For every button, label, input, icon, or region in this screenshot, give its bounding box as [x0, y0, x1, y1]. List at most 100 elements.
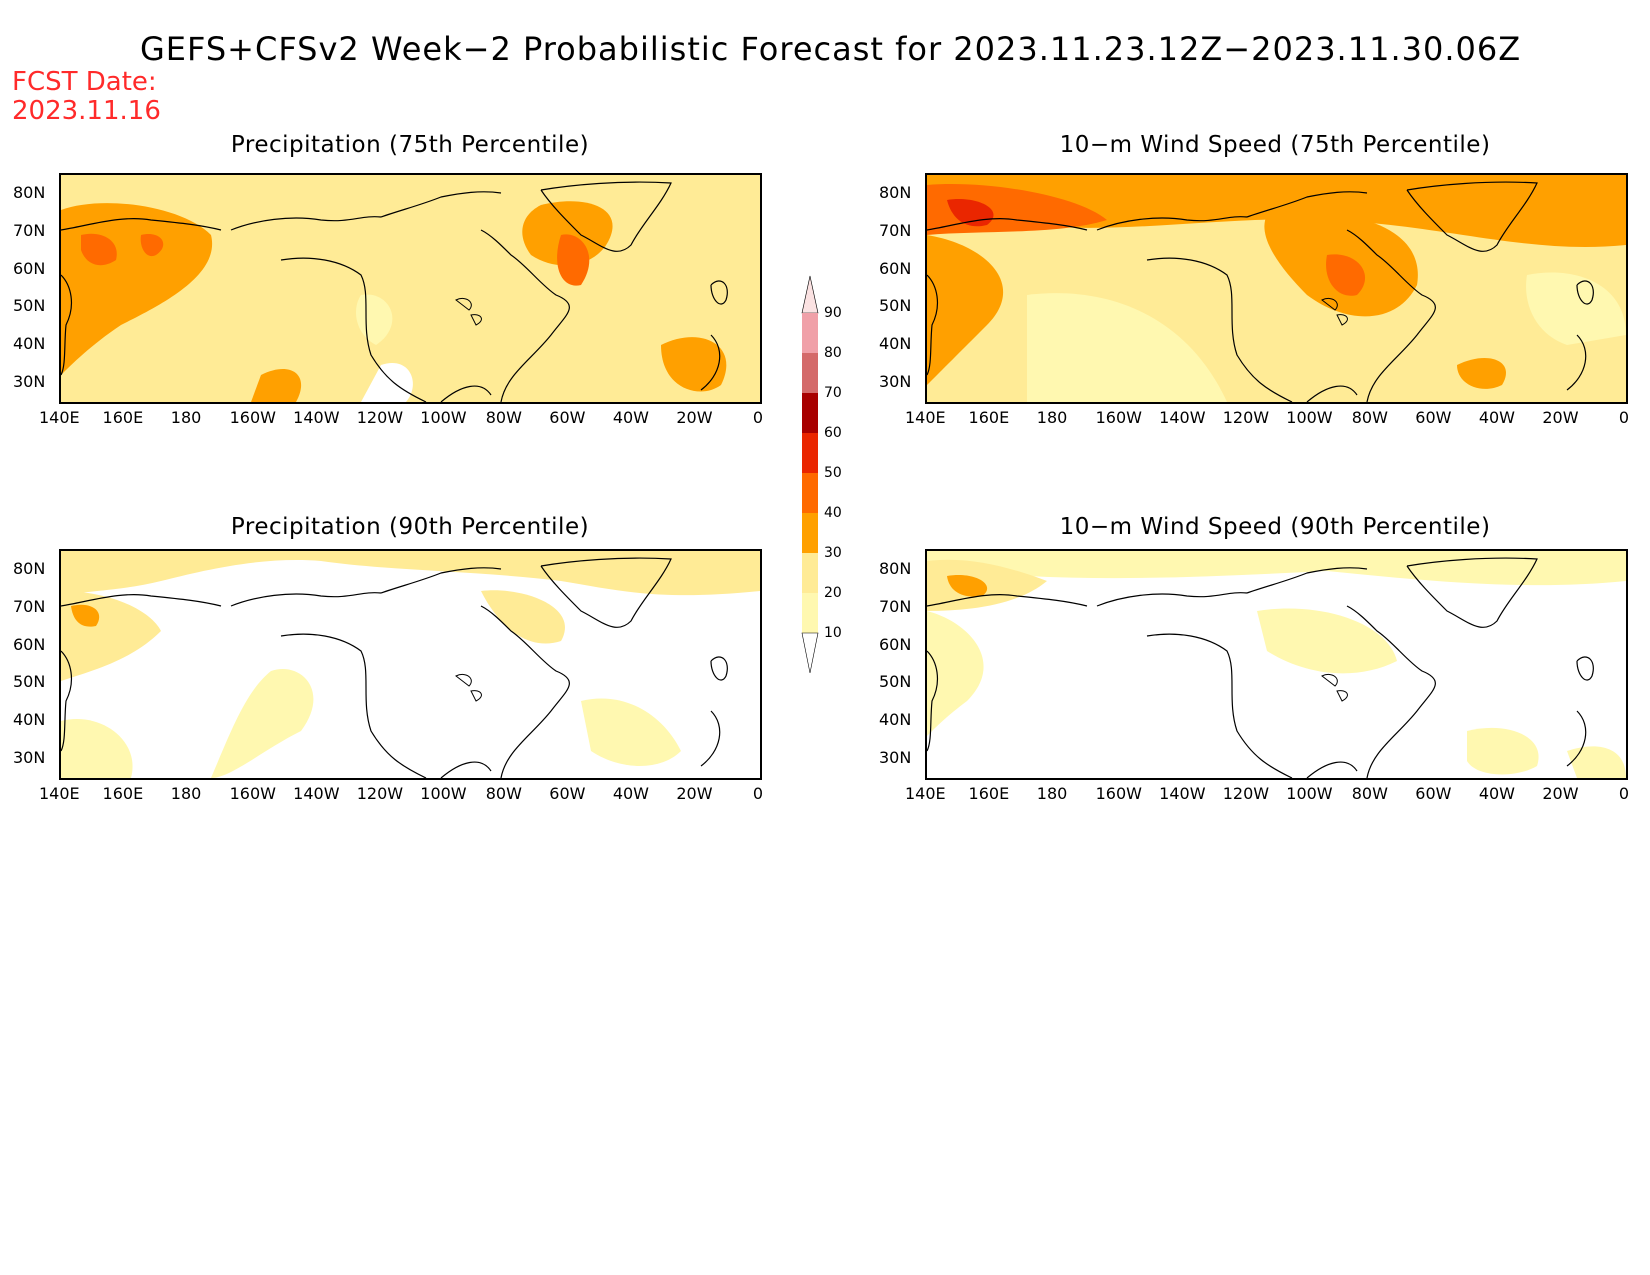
probability-shading: [1257, 608, 1397, 674]
colorbar-level-label: 60: [824, 425, 842, 441]
probability-shading: [356, 294, 393, 345]
lon-tick-label: 20W: [676, 408, 713, 427]
coastline: [1306, 761, 1358, 778]
coastline: [540, 181, 672, 252]
coastline: [1146, 257, 1293, 402]
main-title: GEFS+CFSv2 Week−2 Probabilistic Forecast…: [140, 30, 1522, 68]
lon-tick-label: 40W: [612, 408, 649, 427]
lat-tick-label: 70N: [879, 220, 912, 240]
probability-shading: [211, 669, 314, 778]
coastline: [1346, 605, 1436, 778]
probability-shading: [1457, 357, 1506, 389]
probability-shading: [61, 719, 133, 778]
coastline: [280, 257, 427, 402]
colorbar-swatch: [802, 313, 818, 353]
coastline: [61, 218, 222, 231]
colorbar-level-label: 90: [824, 305, 842, 321]
probability-shading: [927, 175, 1626, 248]
coastline: [1566, 710, 1587, 767]
probability-shading: [927, 235, 1004, 385]
lon-tick-label: 160E: [102, 408, 144, 427]
forecast-date-block: FCST Date: 2023.11.16: [12, 68, 161, 126]
lon-tick-label: 0: [752, 408, 764, 427]
lon-tick-label: 140W: [293, 784, 340, 803]
lat-tick-label: 80N: [13, 182, 46, 202]
coastline: [480, 229, 570, 402]
coastline: [1306, 385, 1358, 402]
coastline: [1406, 557, 1538, 628]
lat-tick-label: 50N: [13, 296, 46, 316]
lat-tick-label: 60N: [13, 634, 46, 654]
probability-shading: [927, 551, 1626, 778]
lat-tick-label: 70N: [13, 220, 46, 240]
coastline: [1246, 191, 1368, 218]
lat-tick-label: 80N: [13, 558, 46, 578]
coastline: [440, 385, 492, 402]
coastline: [1246, 567, 1368, 594]
colorbar-top-triangle: [801, 275, 819, 314]
probability-shading: [140, 234, 164, 257]
probability-shading: [1027, 293, 1227, 402]
coastline: [380, 191, 502, 218]
colorbar: 10 20 30 40 50 60 70 80 90: [800, 268, 870, 688]
lat-tick-label: 40N: [879, 334, 912, 354]
coastline: [1346, 229, 1436, 402]
colorbar-swatch: [802, 353, 818, 393]
lon-tick-label: 160E: [968, 784, 1010, 803]
probability-shading: [1526, 272, 1626, 345]
lon-tick-label: 120W: [1222, 784, 1270, 803]
colorbar-level-label: 50: [824, 465, 842, 481]
lat-tick-label: 30N: [13, 748, 46, 768]
lon-tick-label: 0: [1618, 408, 1630, 427]
colorbar-swatch: [802, 553, 818, 593]
colorbar-swatch: [802, 433, 818, 473]
lon-tick-label: 100W: [1286, 784, 1333, 803]
lon-tick-label: 140W: [1159, 784, 1206, 803]
lon-tick-label: 140E: [905, 408, 946, 427]
coastline: [1576, 280, 1594, 305]
probability-shading: [251, 369, 302, 402]
colorbar-level-label: 10: [824, 625, 842, 641]
lon-tick-label: 60W: [549, 784, 586, 803]
coastline: [927, 218, 1088, 231]
lon-tick-label: 80W: [1351, 408, 1388, 427]
probability-shading: [927, 559, 1047, 611]
lon-tick-label: 100W: [420, 784, 467, 803]
great-lakes-outline: [1336, 690, 1348, 702]
map-field: [61, 175, 760, 402]
lon-tick-label: 120W: [1222, 408, 1270, 427]
lon-tick-label: 20W: [676, 784, 713, 803]
probability-shading: [927, 551, 1626, 586]
lon-tick-label: 140E: [905, 784, 946, 803]
lon-tick-label: 80W: [1351, 784, 1388, 803]
colorbar-swatch: [802, 593, 818, 633]
lat-tick-label: 50N: [13, 672, 46, 692]
coastline: [927, 650, 939, 752]
lon-tick-label: 180: [1036, 784, 1068, 803]
colorbar-level-label: 70: [824, 385, 842, 401]
colorbar-level-label: 30: [824, 545, 842, 561]
great-lakes-outline: [1321, 297, 1338, 311]
lat-tick-label: 30N: [13, 372, 46, 392]
coastline: [1096, 592, 1248, 607]
probability-shading: [61, 551, 760, 596]
lat-tick-label: 50N: [879, 296, 912, 316]
lon-tick-label: 0: [752, 784, 764, 803]
panel-title-precip-90: Precipitation (90th Percentile): [230, 514, 590, 540]
lon-tick-label: 60W: [1415, 784, 1452, 803]
coastline: [380, 567, 502, 594]
coastline: [1576, 656, 1594, 681]
great-lakes-outline: [1321, 673, 1338, 687]
colorbar-level-label: 40: [824, 505, 842, 521]
great-lakes-outline: [470, 314, 482, 326]
coastline: [1566, 334, 1587, 391]
lon-tick-label: 120W: [356, 408, 404, 427]
colorbar-swatch: [802, 513, 818, 553]
probability-shading: [481, 590, 565, 644]
probability-shading: [927, 611, 984, 736]
coastline: [1096, 216, 1248, 231]
lat-tick-label: 80N: [879, 182, 912, 202]
coastline: [927, 274, 939, 376]
lon-tick-label: 140E: [39, 408, 80, 427]
coastline: [440, 761, 492, 778]
